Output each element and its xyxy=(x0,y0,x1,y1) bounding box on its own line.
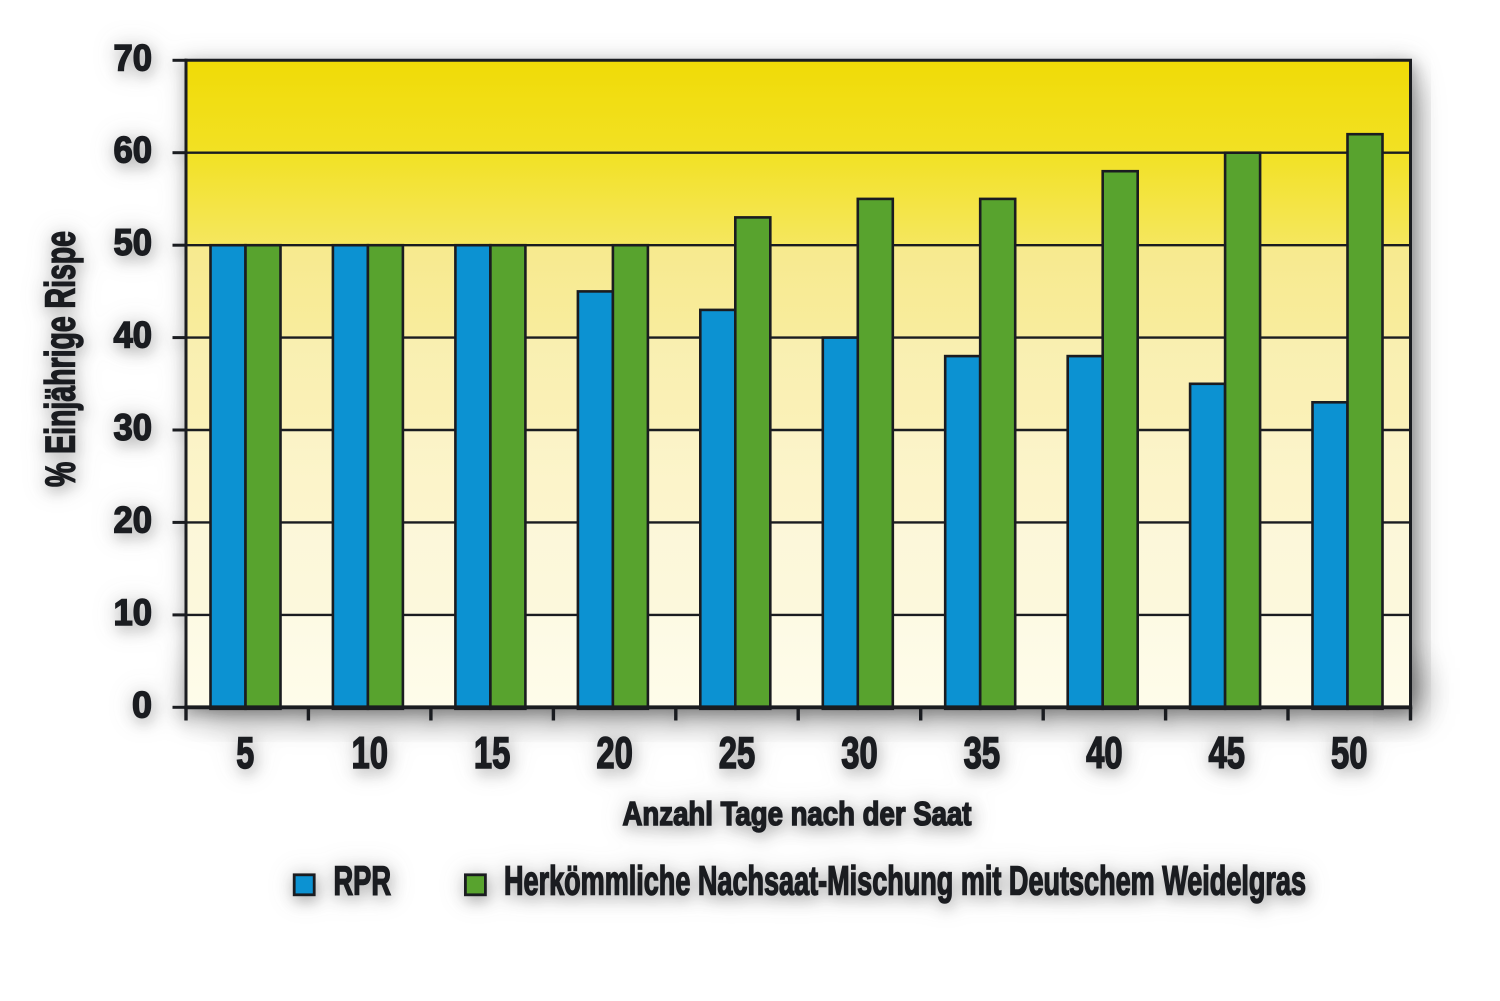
svg-text:10: 10 xyxy=(351,729,388,778)
svg-text:RPR: RPR xyxy=(334,858,392,904)
svg-text:Anzahl Tage nach der Saat: Anzahl Tage nach der Saat xyxy=(623,795,972,832)
svg-text:25: 25 xyxy=(719,729,756,778)
svg-text:20: 20 xyxy=(596,729,633,778)
svg-text:0: 0 xyxy=(132,683,152,725)
svg-text:20: 20 xyxy=(114,498,153,540)
svg-text:15: 15 xyxy=(474,729,511,778)
svg-text:50: 50 xyxy=(114,221,153,263)
svg-text:50: 50 xyxy=(1331,729,1368,778)
svg-text:45: 45 xyxy=(1209,729,1246,778)
svg-text:60: 60 xyxy=(114,129,153,171)
svg-text:Herkömmliche Nachsaat-Mischung: Herkömmliche Nachsaat-Mischung mit Deuts… xyxy=(504,858,1306,904)
svg-text:30: 30 xyxy=(114,406,153,448)
svg-text:40: 40 xyxy=(114,314,153,356)
svg-text:% Einjährige Rispe: % Einjährige Rispe xyxy=(37,231,84,487)
svg-text:35: 35 xyxy=(964,729,1001,778)
svg-text:30: 30 xyxy=(841,729,878,778)
svg-text:40: 40 xyxy=(1086,729,1123,778)
svg-text:5: 5 xyxy=(236,729,254,778)
svg-text:70: 70 xyxy=(114,36,153,78)
svg-text:10: 10 xyxy=(114,591,153,633)
